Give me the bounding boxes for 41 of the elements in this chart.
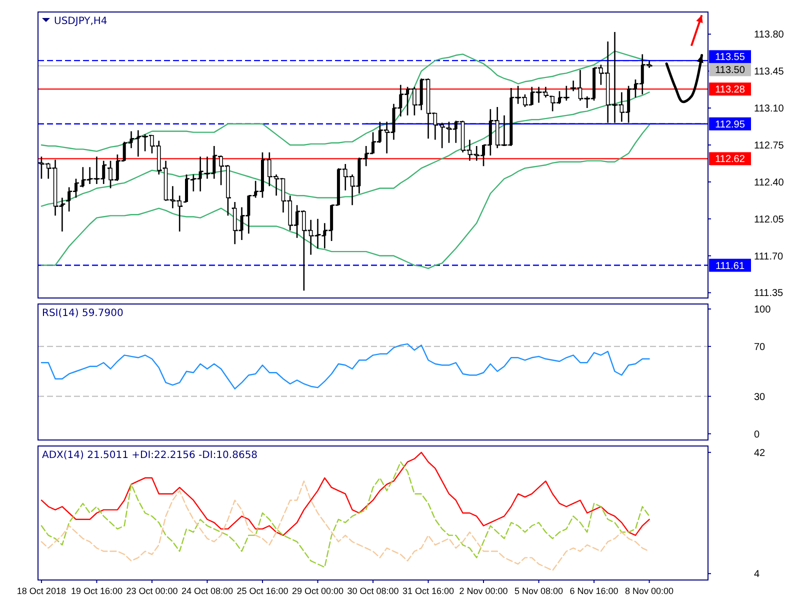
y-tick-label: 112.40 [754, 177, 784, 188]
y-tick-label: 100 [754, 304, 772, 316]
x-tick-label: 5 Nov 08:00 [514, 586, 564, 596]
line-series [40, 124, 650, 270]
y-tick-label: 112.75 [754, 140, 784, 152]
y-tick-label: 70 [754, 342, 766, 353]
chart-title: ADX(14) 21.5011 +DI:22.2156 -DI:10.8658 [42, 450, 258, 461]
x-tick-label: 19 Oct 16:00 [70, 586, 122, 596]
y-tick-label: 113.45 [754, 66, 784, 78]
ref-line-label: 113.50 [715, 65, 746, 76]
y-tick-label: 111.70 [754, 251, 784, 262]
line-series [40, 461, 650, 568]
x-tick-label: 31 Oct 16:00 [402, 586, 454, 596]
x-tick-label: 30 Oct 08:00 [347, 586, 399, 596]
chart-title: USDJPY,H4 [54, 16, 108, 27]
x-tick-label: 2 Nov 00:00 [459, 586, 508, 596]
x-tick-label: 6 Nov 16:00 [570, 586, 618, 596]
y-tick-label: 113.80 [754, 30, 784, 41]
ref-line-label: 112.95 [715, 119, 746, 130]
line-series [40, 480, 650, 572]
x-tick-label: 18 Oct 2018 [16, 586, 66, 596]
y-tick-label: 4 [754, 569, 760, 580]
ref-line-label: 111.61 [715, 260, 745, 272]
ref-line-label: 113.28 [715, 84, 746, 96]
x-tick-label: 29 Oct 00:00 [292, 586, 344, 596]
x-tick-label: 24 Oct 08:00 [181, 586, 233, 596]
x-tick-label: 25 Oct 16:00 [236, 586, 288, 596]
y-tick-label: 113.10 [754, 104, 784, 115]
ref-line-label: 112.62 [715, 154, 746, 166]
x-tick-label: 8 Nov 00:00 [625, 586, 674, 596]
y-tick-label: 30 [754, 392, 766, 403]
chart-title: RSI(14) 59.7900 [42, 308, 124, 319]
line-series [40, 343, 650, 390]
y-tick-label: 42 [754, 448, 766, 459]
y-tick-label: 0 [754, 429, 760, 440]
ref-line-label: 113.55 [715, 52, 746, 64]
x-tick-label: 23 Oct 00:00 [126, 586, 178, 596]
line-series [40, 50, 650, 152]
y-tick-label: 111.35 [754, 288, 784, 300]
y-tick-label: 112.05 [754, 214, 784, 226]
line-series [40, 452, 650, 536]
